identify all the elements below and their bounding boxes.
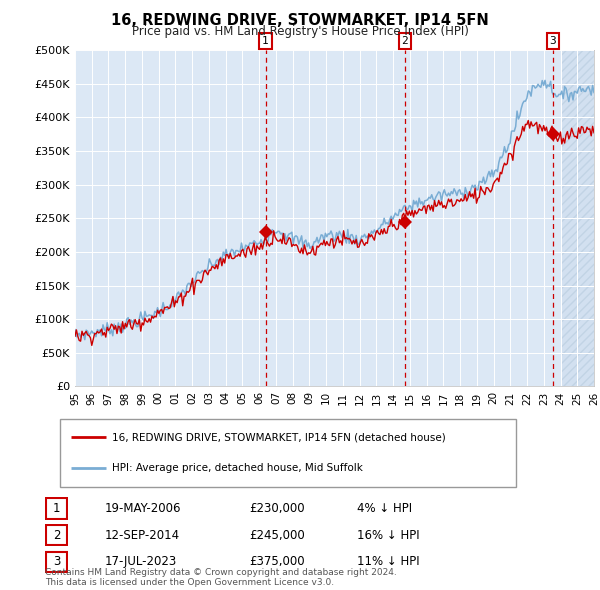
Text: £245,000: £245,000	[249, 529, 305, 542]
Text: 1: 1	[53, 502, 60, 515]
Text: 3: 3	[550, 36, 556, 46]
Text: Price paid vs. HM Land Registry's House Price Index (HPI): Price paid vs. HM Land Registry's House …	[131, 25, 469, 38]
Text: 12-SEP-2014: 12-SEP-2014	[105, 529, 180, 542]
Text: 19-MAY-2006: 19-MAY-2006	[105, 502, 182, 515]
Text: 16% ↓ HPI: 16% ↓ HPI	[357, 529, 419, 542]
Text: 11% ↓ HPI: 11% ↓ HPI	[357, 555, 419, 568]
Text: 16, REDWING DRIVE, STOWMARKET, IP14 5FN (detached house): 16, REDWING DRIVE, STOWMARKET, IP14 5FN …	[112, 432, 446, 442]
Text: Contains HM Land Registry data © Crown copyright and database right 2024.
This d: Contains HM Land Registry data © Crown c…	[45, 568, 397, 587]
Bar	[560, 50, 594, 386]
Text: 1: 1	[262, 36, 269, 46]
Text: 16, REDWING DRIVE, STOWMARKET, IP14 5FN: 16, REDWING DRIVE, STOWMARKET, IP14 5FN	[111, 13, 489, 28]
Text: 17-JUL-2023: 17-JUL-2023	[105, 555, 177, 568]
Text: £230,000: £230,000	[249, 502, 305, 515]
Text: £375,000: £375,000	[249, 555, 305, 568]
Text: 3: 3	[53, 555, 60, 568]
FancyBboxPatch shape	[46, 552, 67, 572]
FancyBboxPatch shape	[46, 525, 67, 545]
FancyBboxPatch shape	[60, 419, 516, 487]
Text: 2: 2	[401, 36, 409, 46]
Text: 4% ↓ HPI: 4% ↓ HPI	[357, 502, 412, 515]
FancyBboxPatch shape	[46, 499, 67, 519]
Text: HPI: Average price, detached house, Mid Suffolk: HPI: Average price, detached house, Mid …	[112, 463, 364, 473]
Text: 2: 2	[53, 529, 60, 542]
